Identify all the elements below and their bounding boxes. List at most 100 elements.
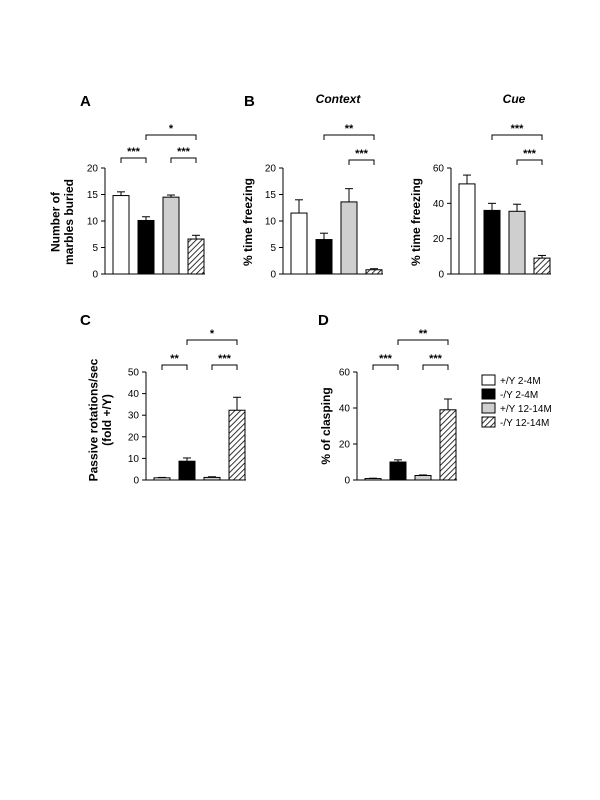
- y-tick-label: 10: [265, 217, 277, 228]
- significance-label: **: [170, 353, 179, 365]
- y-axis-label: Number ofmarbles buried: [48, 179, 76, 265]
- bar--Y-2-4M: [458, 183, 476, 275]
- y-tick-label: 20: [265, 164, 277, 175]
- y-tick-label: 40: [128, 389, 140, 400]
- y-tick-label: 0: [438, 270, 444, 281]
- y-axis-label: % time freezing: [241, 178, 255, 266]
- bar--Y-12-14M: [162, 196, 180, 275]
- significance-bracket: [186, 339, 238, 345]
- y-axis-label-line: % of clasping: [319, 387, 333, 464]
- significance-label: **: [345, 123, 354, 135]
- bar--Y-2-4M: [389, 461, 407, 481]
- significance-bracket: [372, 364, 399, 370]
- y-axis-label: Passive rotations/sec(fold +/Y): [86, 358, 114, 481]
- bar--Y-12-14M: [228, 409, 246, 481]
- bar--Y-2-4M: [112, 195, 130, 275]
- bar--Y-12-14M: [203, 476, 221, 481]
- y-axis-label: % of clasping: [319, 387, 333, 464]
- significance-label: ***: [355, 148, 369, 160]
- legend-label: +/Y 2-4M: [500, 376, 541, 387]
- legend-label: +/Y 12-14M: [500, 404, 552, 415]
- bar--Y-2-4M: [483, 209, 501, 275]
- significance-label: **: [419, 328, 428, 340]
- y-tick-label: 60: [433, 164, 445, 175]
- bar--Y-2-4M: [137, 219, 155, 275]
- panel-letter: C: [80, 312, 91, 329]
- panel-letter: B: [244, 93, 255, 110]
- y-tick-label: 15: [265, 190, 277, 201]
- bar--Y-12-14M: [187, 238, 205, 275]
- significance-label: *: [169, 123, 174, 135]
- bar--Y-2-4M: [364, 478, 382, 481]
- significance-label: ***: [127, 146, 141, 158]
- significance-label: ***: [218, 353, 232, 365]
- y-axis-label: % time freezing: [409, 178, 423, 266]
- bar--Y-12-14M: [365, 269, 383, 275]
- significance-label: ***: [429, 353, 443, 365]
- y-axis-label-line: % time freezing: [241, 178, 255, 266]
- panel-title: Cue: [503, 92, 526, 106]
- y-tick-label: 40: [433, 199, 445, 210]
- y-tick-label: 60: [339, 368, 351, 379]
- y-tick-label: 15: [87, 190, 99, 201]
- significance-bracket: [170, 157, 197, 163]
- significance-bracket: [120, 157, 147, 163]
- y-axis-label-line: % time freezing: [409, 178, 423, 266]
- y-tick-label: 0: [344, 476, 350, 487]
- significance-label: *: [210, 328, 215, 340]
- significance-bracket: [422, 364, 449, 370]
- y-tick-label: 20: [87, 164, 99, 175]
- y-tick-label: 0: [92, 270, 98, 281]
- y-tick-label: 20: [433, 234, 445, 245]
- y-tick-label: 0: [133, 476, 139, 487]
- y-axis-label-line: (fold +/Y): [100, 394, 114, 446]
- bar--Y-2-4M: [178, 460, 196, 481]
- y-tick-label: 50: [128, 368, 140, 379]
- y-tick-label: 20: [339, 440, 351, 451]
- bar--Y-2-4M: [153, 477, 171, 481]
- legend-label: -/Y 2-4M: [500, 390, 538, 401]
- legend-swatch: [481, 388, 496, 400]
- significance-bracket: [348, 159, 375, 165]
- bar--Y-12-14M: [533, 257, 551, 275]
- legend-label: -/Y 12-14M: [500, 418, 549, 429]
- y-axis-label-line: Number of: [48, 191, 62, 252]
- significance-bracket: [145, 134, 197, 140]
- y-tick-label: 30: [128, 411, 140, 422]
- bar--Y-12-14M: [508, 210, 526, 275]
- y-tick-label: 5: [92, 243, 98, 254]
- y-tick-label: 0: [270, 270, 276, 281]
- bar--Y-12-14M: [414, 475, 432, 481]
- significance-bracket: [397, 339, 449, 345]
- bar--Y-2-4M: [315, 239, 333, 275]
- panel-letter: A: [80, 93, 91, 110]
- panel-letter: D: [318, 312, 329, 329]
- panel-C: C Passive rotations/sec(fold +/Y) 0 10 20 30 4…: [80, 312, 246, 487]
- significance-bracket: [161, 364, 188, 370]
- legend: +/Y 2-4M -/Y 2-4M +/Y 12-14M -/Y 12-14M: [481, 374, 552, 429]
- significance-bracket: [323, 134, 375, 140]
- bar--Y-12-14M: [439, 409, 457, 481]
- significance-label: ***: [177, 146, 191, 158]
- y-tick-label: 5: [270, 243, 276, 254]
- panel-title: Context: [316, 92, 362, 106]
- significance-bracket: [211, 364, 238, 370]
- y-tick-label: 20: [128, 432, 140, 443]
- y-tick-label: 10: [87, 217, 99, 228]
- legend-swatch: [481, 402, 496, 414]
- significance-bracket: [491, 134, 543, 140]
- y-axis-label-line: marbles buried: [62, 179, 76, 265]
- y-axis-label-line: Passive rotations/sec: [86, 358, 100, 481]
- legend-swatch: [481, 374, 496, 386]
- significance-label: ***: [523, 148, 537, 160]
- legend-swatch: [481, 416, 496, 428]
- significance-label: ***: [379, 353, 393, 365]
- y-tick-label: 10: [128, 454, 140, 465]
- y-tick-label: 40: [339, 404, 351, 415]
- bar--Y-12-14M: [340, 201, 358, 275]
